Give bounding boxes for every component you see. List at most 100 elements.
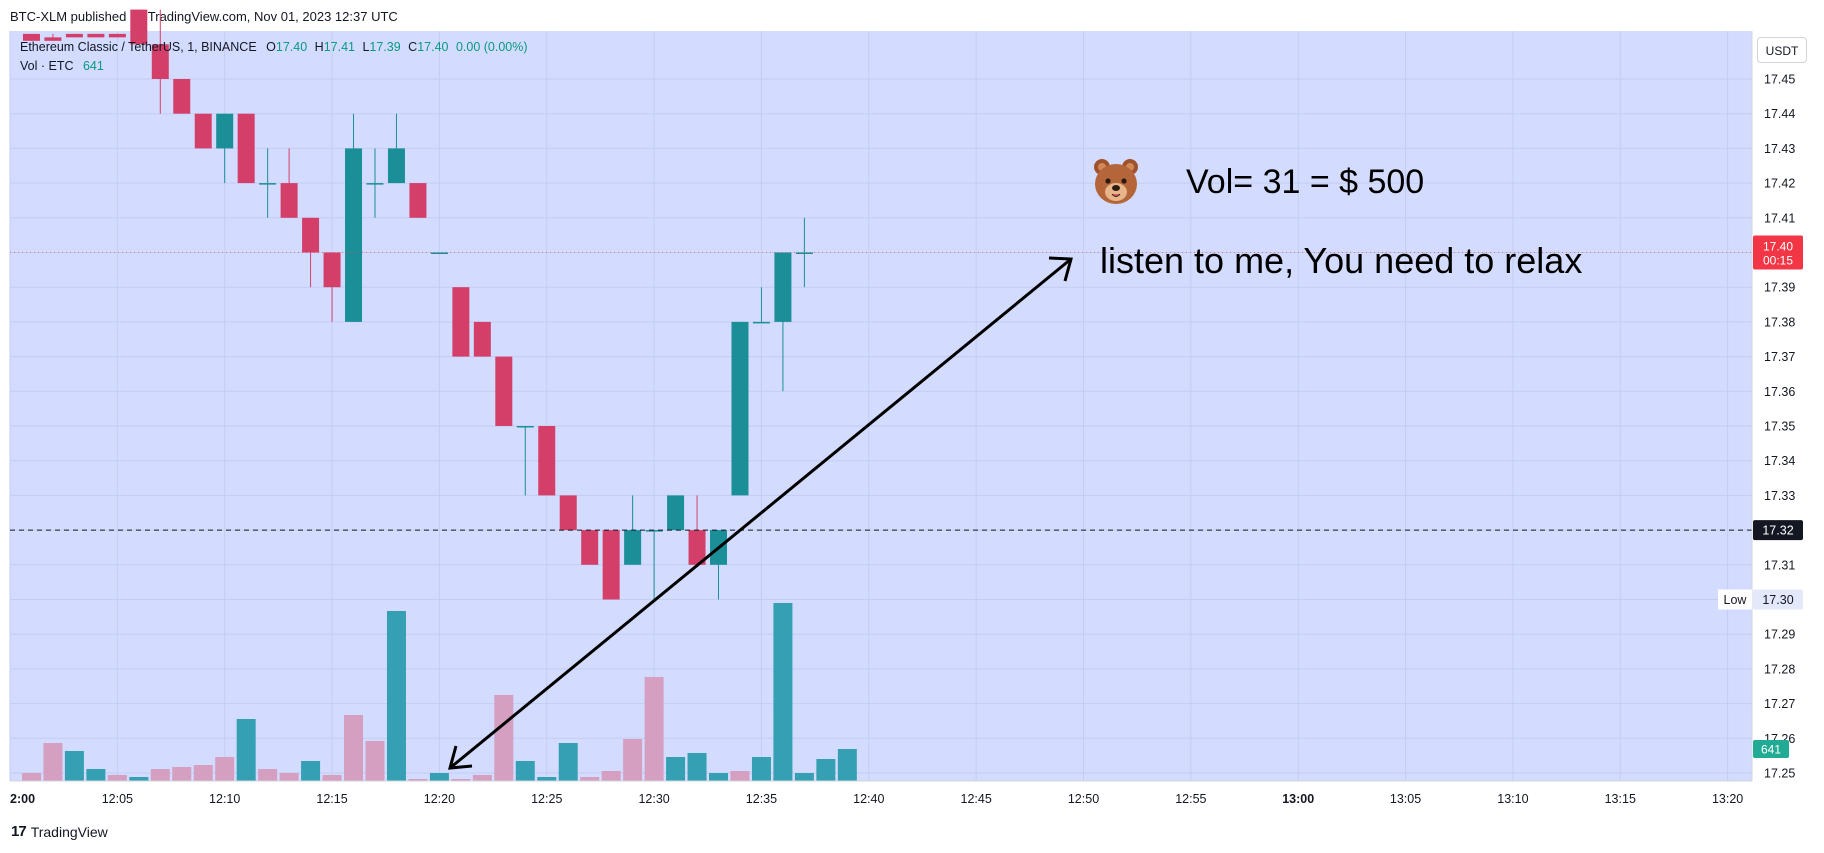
low-price-badge [1753, 589, 1803, 610]
time-tick-label: 12:20 [424, 792, 455, 806]
candle-body [366, 183, 384, 185]
volume-bar [709, 773, 729, 781]
publish-header: BTC-XLM published on TradingView.com, No… [10, 9, 398, 24]
arrow-line [449, 257, 1072, 770]
low-label: L [362, 40, 370, 54]
volume-bar [816, 759, 836, 781]
time-tick-label: 12:15 [316, 792, 347, 806]
price-tick-label: 17.37 [1764, 350, 1795, 364]
candle-body [280, 183, 298, 218]
candle-body [194, 113, 212, 149]
price-tick-label: 17.44 [1764, 107, 1795, 121]
price-tick-label: 17.29 [1764, 628, 1795, 642]
volume-bar [150, 769, 170, 781]
candle-body [87, 33, 105, 38]
volume-badge-text: 641 [1761, 743, 1781, 757]
time-axis[interactable]: 2:00 12:05 12:10 12:15 12:20 12:25 12:30 12:35 1… [10, 792, 1743, 806]
arrow-head-bottom [447, 745, 473, 770]
candle-body [752, 321, 770, 324]
volume-bar [537, 777, 557, 781]
price-axis-background [1752, 31, 1824, 781]
time-tick-label: 12:35 [746, 792, 777, 806]
volume-bar [21, 773, 41, 781]
volume-bar [580, 777, 600, 781]
volume-bar [193, 765, 213, 781]
currency-unit-button[interactable]: USDT [1757, 37, 1807, 63]
open-value: 17.40 [275, 40, 308, 54]
candle-body [65, 33, 83, 38]
price-tick-label: 17.39 [1764, 281, 1795, 295]
volume-bar [837, 749, 857, 781]
candle-body [22, 33, 40, 41]
volume-bars [21, 603, 857, 781]
annotation-arrow [447, 256, 1073, 770]
volume-bar [301, 761, 321, 781]
volume-bar [43, 743, 63, 781]
price-tick-label: 17.25 [1764, 767, 1795, 781]
tradingview-footer[interactable]: 17 TradingView [11, 823, 108, 840]
volume-bar [365, 741, 385, 781]
volume-bar [236, 719, 256, 781]
candle-body [495, 356, 513, 426]
volume-bar [408, 779, 428, 781]
candle-body [645, 530, 663, 532]
volume-bar [751, 757, 771, 781]
grid [9, 31, 1752, 781]
symbol-legend: Ethereum Classic / TetherUS, 1, BINANCE … [20, 40, 528, 54]
volume-bar [344, 715, 364, 781]
price-tick-label: 17.34 [1764, 454, 1795, 468]
price-tick-label: 17.45 [1764, 73, 1795, 87]
candle-body [667, 495, 685, 531]
time-tick-label: 13:15 [1605, 792, 1636, 806]
crosshair-price-badge-text: 17.32 [1762, 524, 1793, 538]
chart-pane-background [10, 31, 1752, 781]
volume-label: Vol · ETC [20, 59, 74, 73]
volume-bar [172, 767, 192, 781]
price-lines [10, 252, 1752, 531]
candle-body [151, 44, 169, 79]
bear-face-icon [1094, 159, 1138, 204]
candle-body [216, 113, 234, 149]
candle-body [237, 113, 255, 184]
volume-bar [687, 753, 707, 781]
candle-body [602, 530, 620, 600]
volume-bar [451, 779, 471, 781]
candle-body [409, 183, 427, 218]
candle-body [130, 9, 148, 45]
price-tick-label: 17.31 [1764, 558, 1795, 572]
volume-bar [494, 695, 514, 781]
time-tick-label: 12:30 [638, 792, 669, 806]
candle-body [452, 287, 470, 357]
volume-bar [623, 739, 643, 781]
candle-body [473, 321, 491, 357]
candles [22, 9, 813, 600]
candle-body [302, 217, 320, 253]
candle-body [323, 252, 341, 288]
candle-body [624, 530, 642, 565]
low-value: 17.39 [369, 40, 401, 54]
volume-bar [386, 611, 406, 781]
arrow-head-top [1048, 256, 1073, 282]
countdown-badge-text: 00:15 [1763, 254, 1793, 268]
candle-body [795, 252, 813, 254]
time-tick-label: 13:05 [1390, 792, 1421, 806]
high-label: H [314, 40, 324, 54]
volume-bar [730, 771, 750, 781]
volume-bar [515, 761, 535, 781]
symbol-name: Ethereum Classic / TetherUS, 1, BINANCE [20, 40, 257, 54]
time-tick-label: 13:10 [1497, 792, 1528, 806]
candle-body [259, 183, 277, 185]
candle-body [774, 252, 792, 322]
price-axis[interactable]: 17.45 17.44 17.43 17.42 17.41 17.40 17.39 17.38… [1764, 73, 1795, 781]
price-tick-label: 17.27 [1764, 697, 1795, 711]
volume-bar [558, 743, 578, 781]
volume-bar [773, 603, 793, 781]
volume-bar [107, 775, 127, 781]
crosshair-price-badge [1753, 520, 1803, 541]
time-tick-label: 2:00 [10, 792, 35, 806]
time-tick-label: 12:45 [961, 792, 992, 806]
price-tick-label: 17.43 [1764, 142, 1795, 156]
volume-legend: Vol · ETC 641 [20, 59, 104, 73]
volume-bar [644, 677, 664, 781]
